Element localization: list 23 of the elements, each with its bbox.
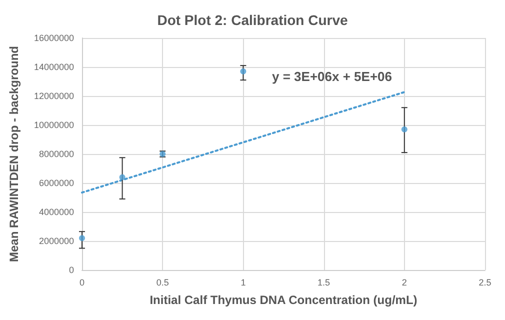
y-axis-title: Mean RAWINTDEN drop - background — [7, 46, 21, 262]
x-tick-label: 0.5 — [156, 278, 169, 288]
x-tick-label: 2.5 — [478, 278, 492, 288]
point — [79, 235, 85, 242]
y-tick-label: 16000000 — [34, 33, 74, 43]
y-tick-label: 4000000 — [38, 207, 74, 217]
chart-title: Dot Plot 2: Calibration Curve — [157, 12, 348, 28]
y-tick-label: 2000000 — [38, 236, 74, 246]
point — [401, 126, 408, 132]
y-tick-label: 0 — [68, 265, 74, 275]
x-axis-title: Initial Calf Thymus DNA Concentration (ug/mL) — [150, 293, 418, 307]
point — [240, 68, 246, 74]
point — [119, 174, 126, 180]
x-tick-label: 1 — [240, 278, 246, 288]
x-tick-label: 1.5 — [318, 278, 330, 288]
x-tick-label: 0 — [79, 278, 85, 288]
x-tick-label: 2 — [402, 278, 407, 288]
y-tick-label: 8000000 — [38, 149, 74, 159]
y-tick-label: 10000000 — [34, 120, 74, 130]
y-tick-label: 14000000 — [34, 62, 74, 72]
annotation: y = 3E+06x + 5E+06 — [272, 69, 392, 84]
y-tick-label: 6000000 — [38, 178, 74, 188]
y-tick-label: 12000000 — [34, 91, 74, 101]
